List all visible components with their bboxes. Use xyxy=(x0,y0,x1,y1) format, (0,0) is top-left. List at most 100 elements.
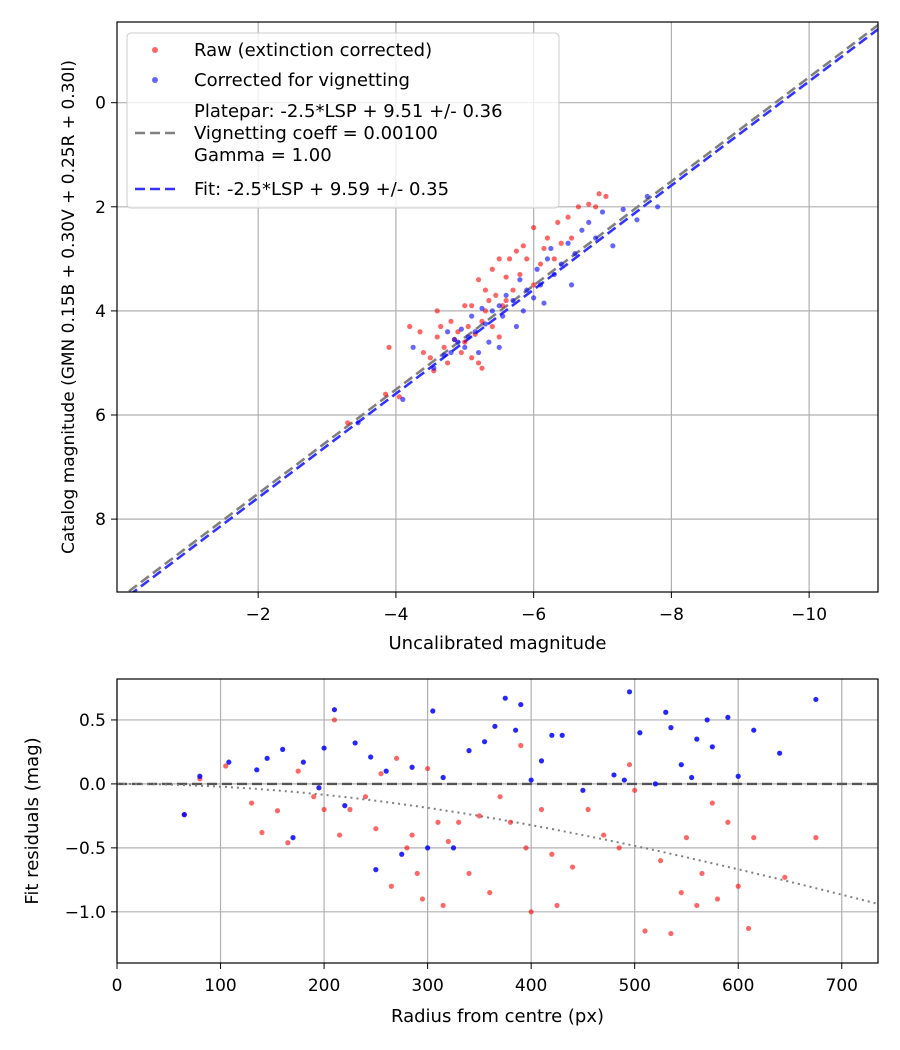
corrected-point xyxy=(475,349,482,356)
raw-residual-point xyxy=(456,819,462,825)
raw-point xyxy=(531,225,537,231)
raw-point xyxy=(427,355,433,361)
corrected-residual-point xyxy=(280,746,286,752)
corrected-residual-point xyxy=(373,867,379,873)
raw-residual-point xyxy=(378,771,384,777)
raw-residual-point xyxy=(466,870,472,877)
raw-point xyxy=(382,391,389,397)
raw-residual-point xyxy=(725,819,731,825)
raw-residual-point xyxy=(813,835,819,841)
raw-point xyxy=(520,243,526,249)
raw-residual-point xyxy=(487,890,493,896)
corrected-point xyxy=(458,326,464,332)
residuals-chart: 0 100 200 300 400 500 600 700 0.5 0.0 −0.5 −1.0 Rad… xyxy=(22,678,879,1027)
raw-point xyxy=(434,308,440,314)
raw-residual-point xyxy=(507,819,514,825)
raw-point xyxy=(489,266,495,272)
corrected-residual-point xyxy=(694,736,700,742)
raw-residual-point xyxy=(616,845,622,851)
raw-residual-point xyxy=(440,902,446,909)
legend-label: Raw (extinction corrected) xyxy=(194,40,432,61)
raw-point xyxy=(475,277,482,283)
tick-labels: −2 −4 −6 −8 −10 0 2 4 6 8 xyxy=(95,94,827,625)
raw-point xyxy=(469,355,475,361)
raw-residual-point xyxy=(714,896,721,902)
corrected-point xyxy=(586,219,592,226)
raw-point xyxy=(448,318,454,324)
legend-label: Vignetting coeff = 0.00100 xyxy=(194,123,438,144)
raw-point xyxy=(489,323,495,330)
corrected-point xyxy=(541,300,547,306)
raw-residual-point xyxy=(274,808,281,814)
raw-residual-point xyxy=(404,845,410,851)
corrected-residual-point xyxy=(678,762,684,768)
legend-box xyxy=(126,32,560,209)
raw-point xyxy=(586,201,592,207)
raw-residual-point xyxy=(445,838,451,845)
corrected-residual-point xyxy=(321,745,327,751)
raw-residual-point xyxy=(435,819,441,825)
corrected-point xyxy=(472,329,478,335)
raw-point xyxy=(462,303,468,309)
corrected-point xyxy=(448,349,454,356)
corrected-residual-point xyxy=(663,709,669,715)
corrected-residual-point xyxy=(264,755,270,761)
corrected-residual-point xyxy=(652,781,658,787)
corrected-point xyxy=(517,277,523,283)
corrected-residual-point xyxy=(450,845,457,851)
x-tick-label: 500 xyxy=(618,976,650,996)
corrected-point xyxy=(462,344,468,350)
y-tick-label: −1.0 xyxy=(65,903,106,923)
x-tick-label: −6 xyxy=(521,605,546,625)
raw-residual-point xyxy=(223,763,229,769)
raw-residual-point xyxy=(751,835,757,841)
legend: Raw (extinction corrected) Corrected for … xyxy=(126,32,560,209)
raw-point xyxy=(345,420,351,426)
x-axis-label: Uncalibrated magnitude xyxy=(388,633,606,654)
corrected-point xyxy=(644,193,650,199)
corrected-residual-point xyxy=(368,754,374,760)
corrected-residual-point xyxy=(430,708,436,714)
raw-point xyxy=(558,240,564,246)
corrected-point xyxy=(503,292,509,298)
platepar-line xyxy=(125,24,878,592)
raw-residual-point xyxy=(362,794,369,800)
raw-point xyxy=(503,297,509,304)
x-tick-label: −10 xyxy=(791,605,827,625)
corrected-residual-point xyxy=(559,732,565,738)
raw-point xyxy=(438,323,444,330)
raw-residual-point xyxy=(709,800,715,806)
raw-residual-point xyxy=(295,768,301,774)
raw-residual-point xyxy=(409,832,415,838)
raw-point xyxy=(386,344,392,350)
corrected-residual-point xyxy=(383,768,389,774)
raw-residual-point xyxy=(347,806,353,813)
raw-point xyxy=(524,256,530,262)
corrected-point xyxy=(531,295,537,301)
corrected-residual-point xyxy=(409,764,415,770)
corrected-residual-point xyxy=(538,758,545,764)
corrected-residual-point xyxy=(621,777,627,783)
corrected-point xyxy=(572,251,578,257)
corrected-point xyxy=(355,420,361,426)
corrected-point xyxy=(551,271,557,278)
vignetting-model-curve xyxy=(117,782,878,905)
corrected-point xyxy=(610,243,616,249)
x-tick-label: 0 xyxy=(112,976,123,996)
corrected-point xyxy=(544,256,551,262)
raw-residual-point xyxy=(668,930,674,937)
raw-residual-point xyxy=(569,864,576,870)
raw-residual-point xyxy=(425,765,431,772)
y-axis-label: Fit residuals (mag) xyxy=(22,737,43,904)
corrected-residual-point xyxy=(290,835,296,841)
raw-point xyxy=(531,282,537,288)
raw-point xyxy=(603,193,609,199)
corrected-residual-point xyxy=(502,695,508,701)
corrected-residual-point xyxy=(580,787,586,793)
raw-residual-point xyxy=(657,858,664,864)
raw-residual-point xyxy=(373,826,379,832)
raw-residual-point xyxy=(601,832,607,838)
corrected-residual-point xyxy=(725,714,731,720)
raw-residual-point xyxy=(549,851,555,857)
corrected-residual-point xyxy=(704,717,710,723)
